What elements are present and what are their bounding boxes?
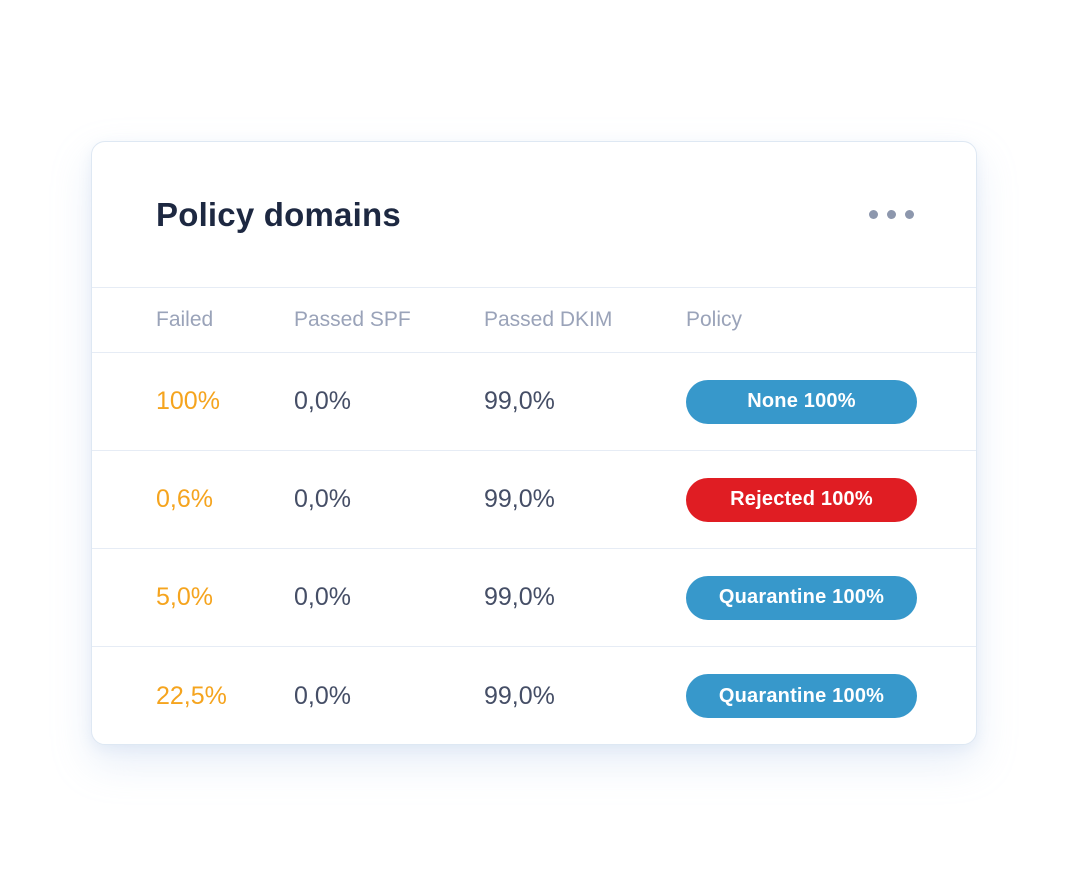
cell-passed-dkim: 99,0% (484, 485, 555, 513)
card-title: Policy domains (156, 195, 401, 233)
cell-failed: 0,6% (156, 485, 213, 513)
cell-passed-dkim: 99,0% (484, 387, 555, 415)
cell-passed-spf: 0,0% (294, 485, 351, 513)
table-header-row: Failed Passed SPF Passed DKIM Policy (92, 288, 976, 353)
cell-passed-spf: 0,0% (294, 387, 351, 415)
cell-failed: 22,5% (156, 681, 227, 710)
table-row: 22,5% 0,0% 99,0% Quarantine 100% (92, 647, 976, 745)
policy-badge[interactable]: Rejected 100% (686, 477, 917, 522)
cell-passed-dkim: 99,0% (484, 583, 555, 611)
more-menu-button[interactable] (869, 204, 914, 225)
table-row: 0,6% 0,0% 99,0% Rejected 100% (92, 451, 976, 549)
column-header-policy: Policy (686, 308, 743, 331)
policy-badge[interactable]: Quarantine 100% (686, 674, 917, 718)
policy-badge[interactable]: None 100% (686, 379, 917, 424)
ellipsis-icon (869, 210, 914, 219)
cell-passed-dkim: 99,0% (484, 681, 555, 710)
cell-passed-spf: 0,0% (294, 583, 351, 611)
column-header-passed-dkim: Passed DKIM (484, 308, 613, 331)
cell-failed: 100% (156, 387, 220, 415)
column-header-passed-spf: Passed SPF (294, 308, 411, 331)
table-row: 5,0% 0,0% 99,0% Quarantine 100% (92, 549, 976, 647)
policy-badge[interactable]: Quarantine 100% (686, 575, 917, 620)
card-header: Policy domains (92, 142, 976, 288)
table-row: 100% 0,0% 99,0% None 100% (92, 353, 976, 451)
table-body: 100% 0,0% 99,0% None 100% 0,6% 0,0% 99,0… (92, 353, 976, 745)
cell-passed-spf: 0,0% (294, 681, 351, 710)
column-header-failed: Failed (156, 308, 214, 331)
cell-failed: 5,0% (156, 583, 213, 611)
policy-domains-card: Policy domains Failed Passed SPF Passed … (91, 141, 977, 745)
